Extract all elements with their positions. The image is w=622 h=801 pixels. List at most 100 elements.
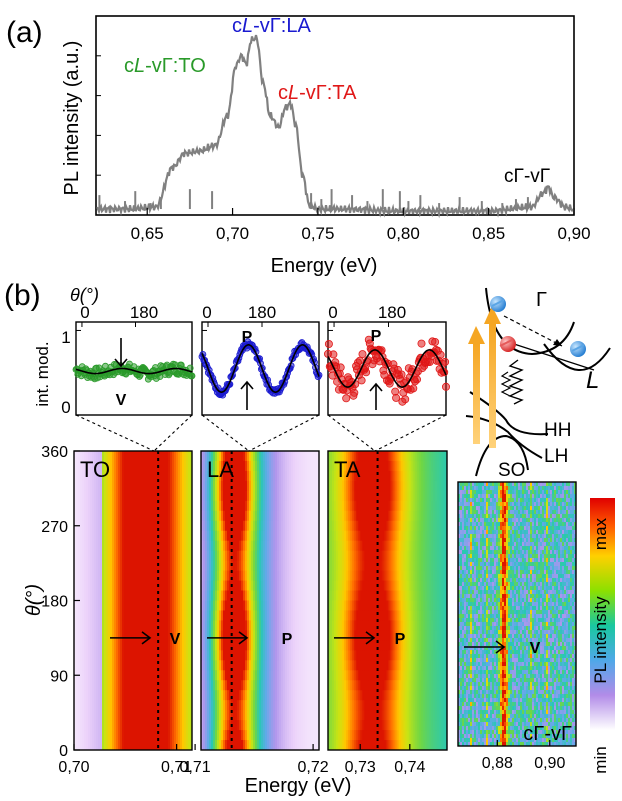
heatmap-cell [390,540,394,552]
heatmap-cell [90,580,93,592]
heatmap-cell [283,530,286,542]
heatmap-cell [164,680,167,691]
heatmap-cell [340,460,343,472]
heatmap-cell [96,460,99,472]
heatmap-cell [86,710,89,721]
heatmap-cell [138,690,141,701]
heatmap-cell [243,470,246,482]
heatmap-cell [158,710,161,721]
heatmap-cell [245,640,248,651]
heatmap-cell [241,520,244,532]
heatmap-cell [182,610,185,621]
heatmap-cell [223,730,226,741]
heatmap-cell [100,620,103,631]
heatmap-cell [380,690,383,701]
heatmap-cell [164,650,167,661]
heatmap-cell [74,710,77,721]
heatmap-cell [311,630,314,641]
heatmap-cell [219,530,222,542]
heatmap-cell [104,640,107,651]
heatmap-cell [328,500,331,512]
heatmap-cell [203,510,206,522]
heatmap-cell [136,570,139,582]
heatmap-cell [186,490,189,502]
heatmap-cell [386,730,390,741]
heatmap-cell [364,480,367,492]
heatmap-cell [223,480,226,492]
heatmap-cell [98,480,101,492]
panel-a-frame [95,15,575,216]
heatmap-cell [289,580,292,592]
heatmap-cell [313,680,316,691]
heatmap-cell [188,710,191,721]
heatmap-cell [233,520,236,532]
heatmap-cell [269,680,272,691]
heatmap-cell [110,670,113,681]
heatmap-cell [221,480,224,492]
heatmap-cell [174,500,177,512]
heatmap-cell [186,590,189,601]
heatmap-cell [231,540,234,552]
heatmap-cell [263,470,266,482]
heatmap-cell [360,630,363,641]
heatmap-cell [309,740,312,751]
heatmap-cell [90,490,93,502]
heatmap-cell [386,720,390,731]
heatmap-cell [245,610,248,621]
heatmap-cell [150,460,153,472]
heatmap-cell [243,480,246,492]
heatmap-cell [154,610,157,621]
heatmap-cell [96,730,99,741]
heatmap-cell [140,610,143,621]
heatmap-cell [360,730,363,741]
heatmap-cell [182,650,185,661]
heatmap-cell [342,670,345,681]
heatmap-cell [146,490,149,502]
heatmap-cell [277,480,280,492]
heatmap-cell [261,680,264,691]
heatmap-cell [86,590,89,601]
heatmap-cell [287,620,290,631]
heatmap-cell [297,710,300,721]
heatmap-cell [96,560,99,572]
heatmap-cell [116,740,119,751]
heatmap-cell [118,710,121,721]
heatmap-cell [136,640,139,651]
heatmap-cell [100,540,103,552]
heatmap-cell [82,520,85,532]
heatmap-cell [174,570,177,582]
heatmap-cell [342,740,345,751]
heatmap-cell [94,510,97,522]
heatmap-cell [162,640,165,651]
heatmap-cell [245,510,248,522]
heatmap-cell [362,540,365,552]
heatmap-cell [205,570,208,582]
heatmap-cell [184,510,187,522]
heatmap-cell [174,520,177,532]
heatmap-cell [98,570,101,582]
heatmap-cell [170,640,173,651]
heatmap-cell [334,680,337,691]
heatmap-cell [92,451,95,462]
heatmap-cell [263,730,266,741]
heatmap-cell [265,570,268,582]
heatmap-cell [82,640,85,651]
heatmap-cell [156,730,159,741]
heatmap-cell [154,710,157,721]
heatmap-cell [295,700,298,711]
heatmap-cell [138,560,141,572]
heatmap-cell [100,470,103,482]
heatmap-cell [366,700,369,711]
heatmap-cell [265,730,268,741]
heatmap-cell [114,490,117,502]
heatmap-cell [221,570,224,582]
heatmap-cell [279,540,282,552]
heatmap-cell [156,590,159,601]
heatmap-cell [372,650,375,661]
heatmap-cell [384,720,387,731]
heatmap-cell [301,620,304,631]
heatmap-cell [106,680,109,691]
heatmap-cell [136,730,139,741]
heatmap-cell [247,690,250,701]
heatmap-cell [299,530,302,542]
